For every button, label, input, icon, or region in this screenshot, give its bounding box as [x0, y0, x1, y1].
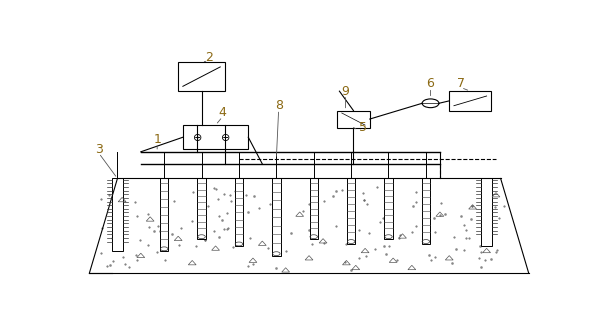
Bar	[449, 91, 491, 111]
Text: $\ominus$: $\ominus$	[219, 132, 230, 143]
Text: 8: 8	[274, 99, 283, 112]
Text: 5: 5	[359, 121, 367, 134]
Bar	[160, 179, 168, 251]
Text: 9: 9	[341, 85, 349, 98]
Text: 4: 4	[219, 106, 227, 119]
Text: 2: 2	[204, 51, 212, 64]
Bar	[112, 179, 123, 251]
Text: 7: 7	[457, 77, 465, 90]
Bar	[183, 125, 248, 149]
Bar	[197, 179, 206, 239]
Text: $\oplus$: $\oplus$	[192, 132, 202, 143]
Bar	[384, 179, 393, 239]
Text: 3: 3	[95, 143, 103, 156]
Bar	[178, 62, 225, 91]
Text: 1: 1	[153, 133, 161, 146]
Bar	[309, 179, 318, 239]
Text: 6: 6	[426, 77, 435, 90]
Bar	[337, 111, 370, 128]
Bar	[235, 179, 243, 246]
Bar	[481, 179, 493, 246]
Bar	[272, 179, 280, 256]
Bar	[347, 179, 355, 244]
Bar	[421, 179, 430, 244]
